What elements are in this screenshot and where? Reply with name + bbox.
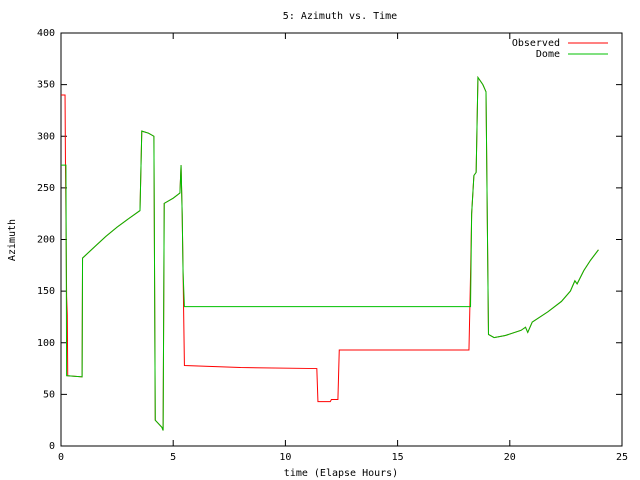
x-tick-label: 25 (616, 452, 628, 463)
y-tick-label: 50 (43, 389, 55, 400)
y-tick-label: 100 (37, 338, 55, 349)
x-tick-label: 0 (58, 452, 64, 463)
legend-label: Dome (536, 49, 560, 60)
y-tick-label: 200 (37, 235, 55, 246)
x-axis-label: time (Elapse Hours) (284, 468, 398, 479)
x-tick-label: 15 (392, 452, 404, 463)
y-tick-label: 150 (37, 286, 55, 297)
x-tick-label: 10 (279, 452, 291, 463)
y-axis-label: Azimuth (7, 219, 18, 261)
legend-label: Observed (512, 38, 560, 49)
x-tick-label: 20 (504, 452, 516, 463)
y-tick-label: 400 (37, 28, 55, 39)
series-line (61, 75, 599, 431)
y-tick-label: 300 (37, 131, 55, 142)
y-tick-label: 0 (49, 441, 55, 452)
chart-title: 5: Azimuth vs. Time (283, 11, 397, 22)
x-tick-label: 5 (170, 452, 176, 463)
y-tick-label: 350 (37, 80, 55, 91)
y-tick-label: 250 (37, 183, 55, 194)
